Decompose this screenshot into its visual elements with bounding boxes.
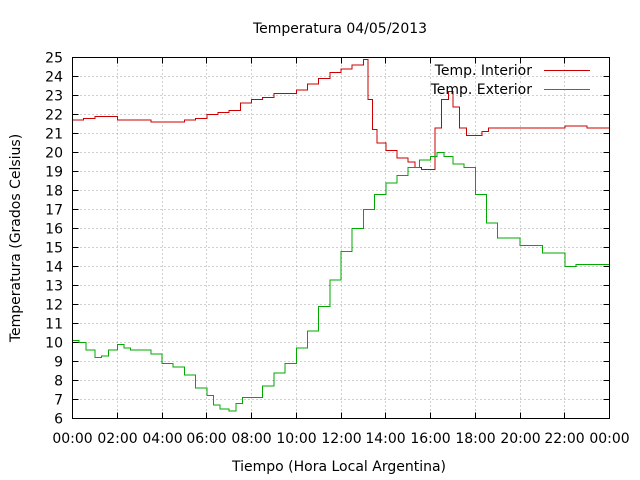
y-tick-label: 16: [45, 222, 63, 238]
x-tick-label: 22:00: [544, 431, 584, 447]
series-line-interior: [72, 58, 610, 171]
y-tick-label: 9: [54, 355, 63, 371]
y-tick-label: 8: [54, 374, 63, 390]
y-tick-label: 23: [45, 89, 63, 105]
y-tick-label: 11: [45, 317, 63, 333]
series-lines: [72, 58, 610, 412]
x-tick-label: 06:00: [186, 431, 226, 447]
x-tick-label: 16:00: [410, 431, 450, 447]
y-tick-label: 13: [45, 279, 63, 295]
x-tick-label: 00:00: [52, 431, 92, 447]
legend-label-interior: Temp. Interior: [434, 63, 533, 79]
legend-item-exterior: Temp. Exterior: [430, 82, 590, 98]
y-tick-labels: 6 7 8 9 10 11 12 13 14 15 16 17 18 19 20 21 22 23 24 25: [45, 51, 63, 428]
grid: [72, 57, 610, 419]
x-tick-label: 18:00: [455, 431, 495, 447]
chart-title: Temperatura 04/05/2013: [252, 21, 427, 37]
y-tick-label: 24: [45, 70, 63, 86]
y-tick-label: 19: [45, 165, 63, 181]
y-tick-label: 12: [45, 298, 63, 314]
legend: Temp. Interior Temp. Exterior: [430, 63, 590, 98]
x-axis-label: Tiempo (Hora Local Argentina): [231, 459, 446, 475]
x-tick-label: 02:00: [97, 431, 137, 447]
x-tick-label: 08:00: [231, 431, 271, 447]
x-tick-label: 12:00: [321, 431, 361, 447]
y-tick-label: 22: [45, 108, 63, 124]
y-tick-label: 18: [45, 184, 63, 200]
y-tick-label: 25: [45, 51, 63, 67]
y-tick-label: 15: [45, 241, 63, 257]
x-tick-label: 04:00: [142, 431, 182, 447]
x-tick-label: 00:00: [589, 431, 629, 447]
y-tick-label: 14: [45, 260, 63, 276]
series-line-exterior: [72, 152, 610, 412]
y-tick-label: 10: [45, 336, 63, 352]
y-tick-label: 20: [45, 146, 63, 162]
y-axis-label: Temperatura (Grados Celsius): [8, 134, 24, 343]
x-tick-label: 20:00: [500, 431, 540, 447]
legend-label-exterior: Temp. Exterior: [430, 82, 533, 98]
x-tick-labels: 00:00 02:00 04:00 06:00 08:00 10:00 12:00 14:00…: [52, 431, 629, 447]
y-tick-label: 21: [45, 127, 63, 143]
x-tick-label: 14:00: [365, 431, 405, 447]
y-tick-label: 7: [54, 393, 63, 409]
axis-ticks: [72, 57, 610, 419]
plot-frame: [72, 57, 610, 419]
y-tick-label: 17: [45, 203, 63, 219]
legend-item-interior: Temp. Interior: [434, 63, 590, 79]
y-tick-label: 6: [54, 412, 63, 428]
x-tick-label: 10:00: [276, 431, 316, 447]
